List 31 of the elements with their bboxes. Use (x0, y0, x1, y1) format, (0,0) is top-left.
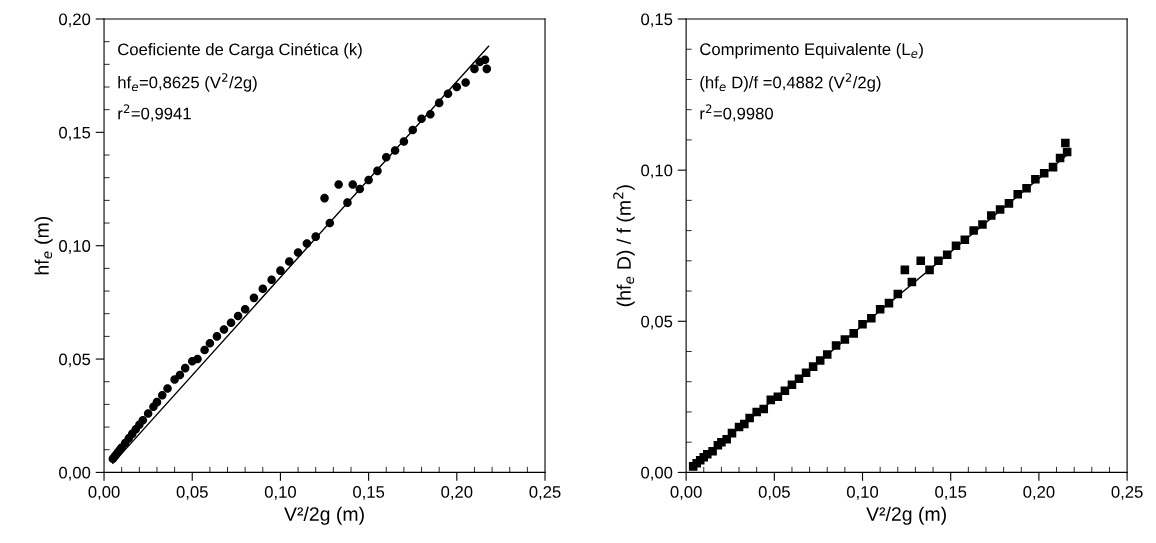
annotation: r$^{2}$=0,9941 (118, 104, 191, 122)
x-axis-title: V²/2g (m) (866, 506, 946, 525)
y-tick-label: 0,15 (59, 126, 91, 141)
annotation: Comprimento Equivalente (L$_{e}$) (700, 42, 923, 59)
y-tick-label: 0,15 (641, 13, 673, 28)
x-tick-label: 0,20 (1023, 486, 1055, 500)
x-tick-label: 0,25 (529, 486, 561, 500)
y-tick-label: 0,00 (641, 466, 673, 481)
y-tick-label: 0,10 (59, 240, 91, 254)
annotation: hf$_{e}$=0,8625 (V$^{2}$/2g) (118, 73, 257, 92)
x-tick-label: 0,00 (670, 486, 702, 500)
y-tick-label: 0,20 (59, 13, 91, 28)
x-tick-label: 0,05 (176, 486, 208, 500)
x-tick-label: 0,10 (264, 486, 296, 500)
y-axis-title: (hf$_{e}$ D) / f (m$^{2}$) (613, 185, 635, 307)
x-tick-label: 0,10 (846, 486, 879, 500)
x-tick-label: 0,15 (935, 486, 967, 500)
y-axis-title: hf$_{e}$ (m) (34, 217, 53, 275)
y-tick-label: 0,05 (641, 315, 673, 330)
x-tick-label: 0,25 (1111, 486, 1143, 500)
y-tick-label: 0,05 (59, 353, 91, 368)
x-tick-label: 0,15 (353, 486, 385, 500)
y-tick-label: 0,10 (641, 164, 673, 179)
annotation: Coeficiente de Carga Cinética (k) (118, 42, 362, 59)
annotation: r$^{2}$=0,9980 (700, 104, 773, 122)
annotation: (hf$_{e}$ D)/f =0,4882 (V$^{2}$/2g) (700, 73, 881, 92)
x-tick-label: 0,05 (758, 486, 790, 500)
y-tick-label: 0,00 (59, 466, 91, 481)
x-tick-label: 0,00 (88, 486, 120, 500)
x-axis-title: V²/2g (m) (284, 506, 364, 525)
x-tick-label: 0,20 (441, 486, 473, 500)
